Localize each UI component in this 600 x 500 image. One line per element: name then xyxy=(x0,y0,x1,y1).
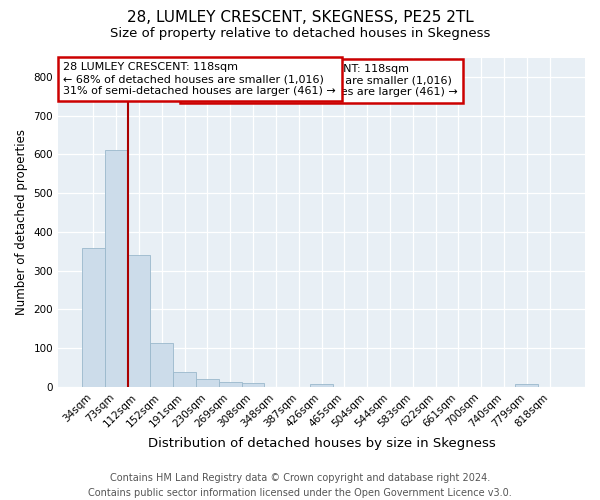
Y-axis label: Number of detached properties: Number of detached properties xyxy=(15,129,28,315)
Bar xyxy=(515,384,538,387)
Bar xyxy=(173,372,196,387)
Text: Contains HM Land Registry data © Crown copyright and database right 2024.
Contai: Contains HM Land Registry data © Crown c… xyxy=(88,472,512,498)
Text: 28 LUMLEY CRESCENT: 118sqm
← 68% of detached houses are smaller (1,016)
31% of s: 28 LUMLEY CRESCENT: 118sqm ← 68% of deta… xyxy=(64,62,336,96)
Bar xyxy=(310,384,333,387)
Bar xyxy=(219,382,242,387)
Text: 28 LUMLEY CRESCENT: 118sqm
← 68% of detached houses are smaller (1,016)
31% of s: 28 LUMLEY CRESCENT: 118sqm ← 68% of deta… xyxy=(185,64,458,98)
Bar xyxy=(242,383,265,387)
Text: Size of property relative to detached houses in Skegness: Size of property relative to detached ho… xyxy=(110,28,490,40)
Bar xyxy=(151,343,173,387)
Bar xyxy=(128,255,151,387)
Bar xyxy=(196,379,219,387)
Text: 28, LUMLEY CRESCENT, SKEGNESS, PE25 2TL: 28, LUMLEY CRESCENT, SKEGNESS, PE25 2TL xyxy=(127,10,473,25)
Bar xyxy=(82,248,105,387)
Bar xyxy=(105,150,128,387)
X-axis label: Distribution of detached houses by size in Skegness: Distribution of detached houses by size … xyxy=(148,437,496,450)
